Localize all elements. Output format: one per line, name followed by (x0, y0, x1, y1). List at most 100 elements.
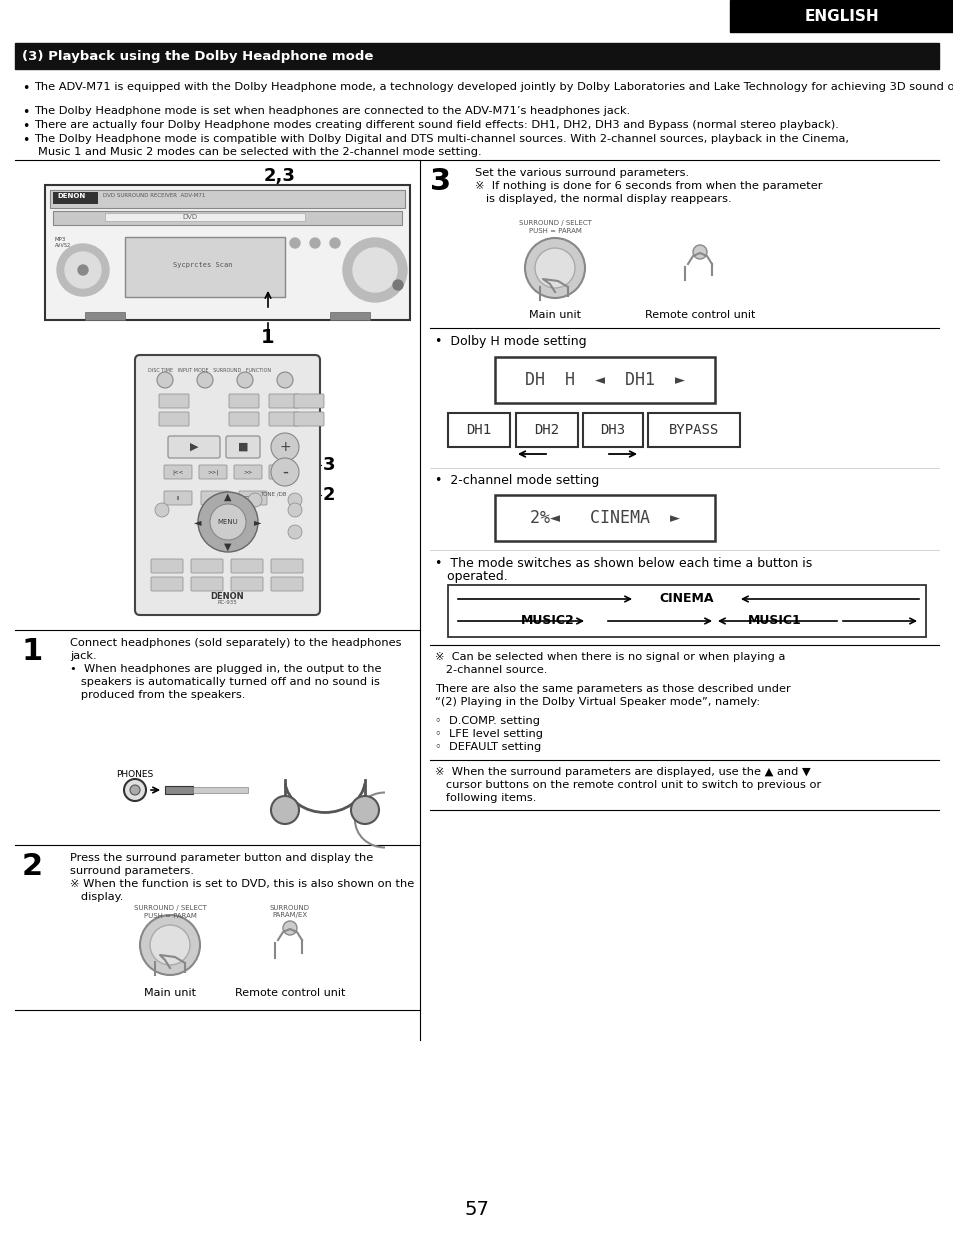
Text: •  Dolby H mode setting: • Dolby H mode setting (435, 335, 586, 348)
Circle shape (343, 238, 407, 302)
Text: operated.: operated. (435, 570, 507, 583)
Circle shape (236, 372, 253, 388)
FancyBboxPatch shape (229, 395, 258, 408)
Text: ※  Can be selected when there is no signal or when playing a: ※ Can be selected when there is no signa… (435, 652, 784, 662)
Text: ▼: ▼ (224, 542, 232, 552)
Circle shape (271, 458, 298, 486)
Text: Remote control unit: Remote control unit (234, 988, 345, 998)
Text: ◦  D.COMP. setting: ◦ D.COMP. setting (435, 716, 539, 726)
FancyBboxPatch shape (151, 559, 183, 573)
Circle shape (310, 238, 319, 247)
Text: DISC TIME   INPUT MODE   SURROUND   FUNCTION: DISC TIME INPUT MODE SURROUND FUNCTION (148, 367, 271, 374)
Text: The ADV-M71 is equipped with the Dolby Headphone mode, a technology developed jo: The ADV-M71 is equipped with the Dolby H… (34, 82, 953, 92)
FancyBboxPatch shape (191, 559, 223, 573)
Text: ※  When the surround parameters are displayed, use the ▲ and ▼: ※ When the surround parameters are displ… (435, 767, 810, 777)
Text: ◦  DEFAULT setting: ◦ DEFAULT setting (435, 742, 540, 752)
Text: ◦  LFE level setting: ◦ LFE level setting (435, 729, 542, 738)
Text: O: O (213, 496, 217, 501)
Text: •: • (22, 106, 30, 119)
Text: -: - (282, 463, 288, 481)
Text: BYPASS: BYPASS (668, 423, 719, 437)
Circle shape (78, 265, 88, 275)
Text: •: • (22, 120, 30, 134)
Text: DH2: DH2 (534, 423, 559, 437)
Bar (105, 213, 305, 221)
Text: (3) Playback using the Dolby Headphone mode: (3) Playback using the Dolby Headphone m… (22, 49, 373, 63)
Circle shape (524, 238, 584, 298)
Bar (15, 43, 938, 69)
Text: PUSH = PARAM: PUSH = PARAM (143, 913, 196, 919)
Bar (53, 192, 98, 204)
Text: DVD: DVD (182, 214, 197, 220)
Bar (53, 212, 401, 225)
Text: ▲: ▲ (224, 492, 232, 502)
Circle shape (140, 915, 200, 975)
Text: TONE /DB: TONE /DB (260, 492, 286, 497)
Text: SURROUND: SURROUND (270, 905, 310, 910)
Text: Music 1 and Music 2 modes can be selected with the 2-channel mode setting.: Music 1 and Music 2 modes can be selecte… (38, 147, 481, 157)
Text: Connect headphones (sold separately) to the headphones: Connect headphones (sold separately) to … (70, 638, 401, 648)
Circle shape (157, 372, 172, 388)
Text: “(2) Playing in the Dolby Virtual Speaker mode”, namely:: “(2) Playing in the Dolby Virtual Speake… (435, 696, 760, 708)
Circle shape (198, 492, 257, 552)
Circle shape (124, 779, 146, 802)
FancyBboxPatch shape (151, 576, 183, 591)
Text: DH  H  ◄  DH1  ►: DH H ◄ DH1 ► (524, 371, 684, 388)
Text: |<<: |<< (172, 469, 183, 475)
Bar (125, 238, 285, 297)
Bar (85, 312, 125, 320)
FancyBboxPatch shape (294, 412, 324, 426)
Text: RC-935: RC-935 (217, 600, 236, 605)
Circle shape (248, 494, 262, 507)
Circle shape (57, 244, 109, 296)
Bar (729, 0, 953, 32)
Bar (647, 413, 740, 447)
Text: ENGLISH: ENGLISH (803, 9, 879, 24)
Text: >>: >> (243, 470, 253, 475)
Text: display.: display. (70, 892, 123, 902)
FancyBboxPatch shape (159, 395, 189, 408)
Text: produced from the speakers.: produced from the speakers. (70, 690, 245, 700)
Bar (193, 787, 248, 793)
Text: MUSIC2: MUSIC2 (520, 615, 575, 627)
FancyBboxPatch shape (239, 491, 267, 505)
Text: SURROUND / SELECT: SURROUND / SELECT (133, 905, 206, 910)
Circle shape (154, 503, 169, 517)
Bar (516, 413, 578, 447)
Text: CINEMA: CINEMA (659, 593, 714, 605)
Circle shape (271, 795, 298, 824)
Text: There are actually four Dolby Headphone modes creating different sound field eff: There are actually four Dolby Headphone … (34, 120, 838, 130)
Text: Main unit: Main unit (144, 988, 195, 998)
Text: 2-channel source.: 2-channel source. (435, 666, 547, 675)
Circle shape (196, 372, 213, 388)
Text: ※ When the function is set to DVD, this is also shown on the: ※ When the function is set to DVD, this … (70, 880, 414, 889)
Text: is displayed, the normal display reappears.: is displayed, the normal display reappea… (475, 194, 731, 204)
Text: +: + (279, 440, 291, 454)
FancyBboxPatch shape (159, 412, 189, 426)
FancyBboxPatch shape (231, 559, 263, 573)
Text: DVD SURROUND RECEIVER  ADV-M71: DVD SURROUND RECEIVER ADV-M71 (103, 193, 205, 198)
Circle shape (283, 922, 296, 935)
Text: 57: 57 (464, 1200, 489, 1220)
Circle shape (130, 785, 140, 795)
Text: ▶: ▶ (190, 442, 198, 452)
Bar (165, 785, 193, 794)
FancyBboxPatch shape (271, 576, 303, 591)
Circle shape (288, 524, 302, 539)
Text: DH3: DH3 (599, 423, 625, 437)
Text: 2: 2 (22, 852, 43, 881)
Text: ◄: ◄ (194, 517, 201, 527)
Bar (50, 190, 405, 208)
Text: Remote control unit: Remote control unit (644, 310, 755, 320)
Text: MUSIC1: MUSIC1 (747, 615, 801, 627)
Text: MP3: MP3 (55, 238, 67, 242)
Text: PARAM/EX: PARAM/EX (273, 912, 307, 918)
Text: ■: ■ (237, 442, 248, 452)
Text: ※  If nothing is done for 6 seconds from when the parameter: ※ If nothing is done for 6 seconds from … (475, 181, 821, 190)
Bar (582, 413, 642, 447)
FancyBboxPatch shape (233, 465, 262, 479)
Circle shape (150, 925, 190, 965)
Text: MENU: MENU (217, 520, 238, 524)
FancyBboxPatch shape (271, 559, 303, 573)
Text: SURROUND / SELECT: SURROUND / SELECT (518, 220, 591, 226)
